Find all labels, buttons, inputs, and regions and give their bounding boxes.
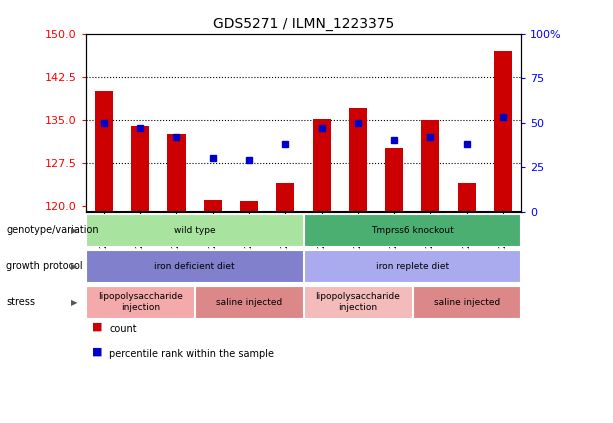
Text: ▶: ▶ [70,261,77,271]
Bar [385,148,403,212]
Text: stress: stress [6,297,35,307]
Text: ▶: ▶ [70,225,77,235]
Bar [204,200,222,212]
Text: lipopolysaccharide
injection: lipopolysaccharide injection [316,292,400,312]
Bar [95,91,113,212]
Text: saline injected: saline injected [433,297,500,307]
Text: ■: ■ [92,321,102,332]
Title: GDS5271 / ILMN_1223375: GDS5271 / ILMN_1223375 [213,17,394,31]
Text: lipopolysaccharide
injection: lipopolysaccharide injection [98,292,183,312]
Bar [131,126,150,212]
Text: ■: ■ [92,347,102,357]
Bar [457,183,476,212]
Text: genotype/variation: genotype/variation [6,225,99,235]
Bar [349,108,367,212]
Text: iron deficient diet: iron deficient diet [154,261,235,271]
Bar [276,183,294,212]
Text: iron replete diet: iron replete diet [376,261,449,271]
Text: saline injected: saline injected [216,297,282,307]
Text: ▶: ▶ [70,297,77,307]
Text: wild type: wild type [174,225,215,235]
Bar [494,51,512,212]
Bar [421,120,440,212]
Bar [240,201,258,212]
Bar [313,119,330,212]
Text: Tmprss6 knockout: Tmprss6 knockout [371,225,454,235]
Text: percentile rank within the sample: percentile rank within the sample [109,349,274,359]
Text: growth protocol: growth protocol [6,261,83,271]
Text: count: count [109,324,137,334]
Bar [167,134,186,212]
